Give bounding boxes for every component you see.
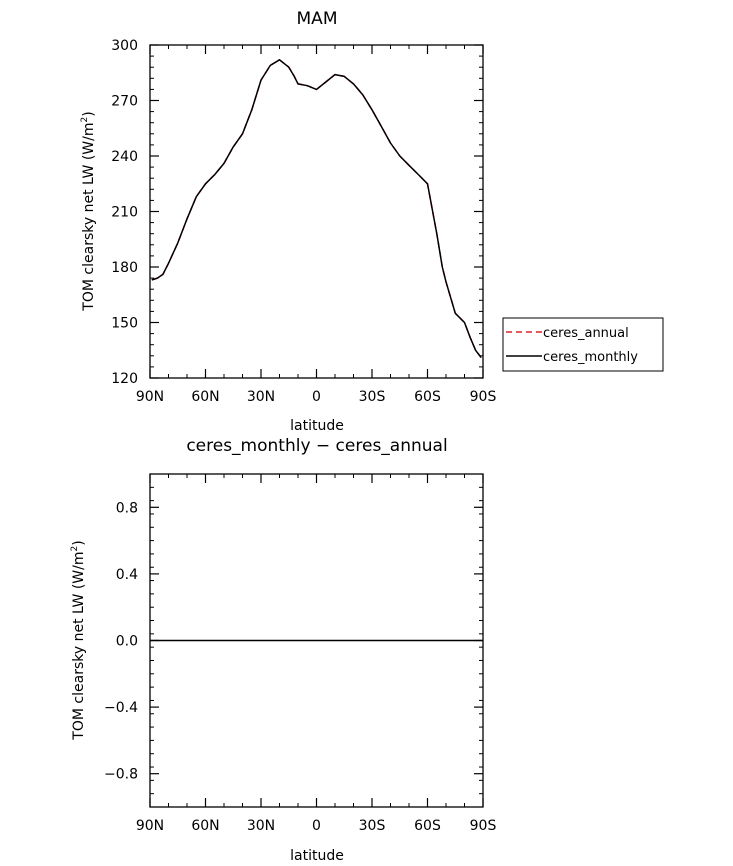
bottom-y-axis-label-sup: 2 — [70, 546, 80, 552]
bottom-y-tick-labels: −0.8 −0.4 0.0 0.4 0.8 — [104, 500, 138, 782]
bottom-plot-frame — [149, 473, 484, 808]
top-y-tick-labels: 120 150 180 210 240 270 300 — [111, 38, 138, 387]
top-y-axis-label-sup: 2 — [80, 117, 90, 123]
top-x-tick-labels: 90N 60N 30N 0 30S 60S 90S — [136, 389, 497, 405]
top-x-tick-label: 60N — [191, 389, 219, 405]
bottom-x-tick-label: 30N — [247, 818, 275, 834]
legend-label-ceres-annual: ceres_annual — [543, 326, 629, 341]
top-series-group — [151, 59, 482, 359]
bottom-x-axis-label: latitude — [290, 848, 344, 864]
bottom-x-tick-labels: 90N 60N 30N 0 30S 60S 90S — [136, 818, 497, 834]
top-y-tick-label: 120 — [111, 371, 138, 387]
legend-label-ceres-monthly: ceres_monthly — [543, 350, 638, 365]
top-x-tick-label: 30N — [247, 389, 275, 405]
bottom-y-tick-label: −0.8 — [104, 767, 138, 783]
top-y-tick-label: 150 — [111, 316, 138, 332]
bottom-x-tick-label: 90S — [470, 818, 497, 834]
top-x-tick-label: 90N — [136, 389, 164, 405]
bottom-minor-ticks — [150, 473, 483, 808]
top-y-tick-label: 240 — [111, 149, 138, 165]
top-y-tick-label: 210 — [111, 205, 138, 221]
top-x-tick-label: 30S — [359, 389, 386, 405]
top-y-axis-label-close: ) — [81, 111, 97, 116]
top-y-axis-label-main: TOM clearsky net LW (W/m — [81, 123, 97, 312]
top-y-axis-label: TOM clearsky net LW (W/m2) — [80, 111, 97, 311]
top-x-axis-label: latitude — [290, 418, 344, 434]
legend: ceres_annual ceres_monthly — [502, 317, 664, 372]
bottom-x-tick-label: 90N — [136, 818, 164, 834]
bottom-y-axis-label: TOM clearsky net LW (W/m2) — [70, 540, 87, 740]
bottom-y-axis-label-close: ) — [71, 540, 87, 545]
bottom-chart-panel: ceres_monthly − ceres_annual −0.8 −0.4 0.0… — [70, 436, 496, 864]
top-chart-panel: MAM 120 150 180 210 240 270 300 90N 60N 30N 0 30S 6… — [80, 9, 664, 434]
bottom-y-tick-label: −0.4 — [104, 700, 138, 716]
top-chart-title: MAM — [297, 9, 338, 29]
bottom-y-tick-label: 0.8 — [116, 500, 138, 516]
top-plot-frame — [149, 44, 484, 379]
top-minor-ticks — [150, 45, 483, 378]
bottom-y-axis-label-main: TOM clearsky net LW (W/m — [71, 552, 87, 741]
legend-box — [502, 317, 664, 372]
bottom-x-tick-label: 60S — [414, 818, 441, 834]
bottom-y-tick-label: 0.0 — [116, 634, 138, 650]
top-y-tick-label: 270 — [111, 94, 138, 110]
bottom-x-tick-label: 60N — [191, 818, 219, 834]
bottom-y-tick-label: 0.4 — [116, 567, 138, 583]
bottom-x-tick-label: 0 — [312, 818, 321, 834]
top-x-tick-label: 60S — [414, 389, 441, 405]
top-series-line-ceres-monthly — [151, 59, 482, 359]
top-x-tick-label: 90S — [470, 389, 497, 405]
bottom-chart-title: ceres_monthly − ceres_annual — [186, 436, 447, 456]
top-y-tick-label: 300 — [111, 38, 138, 54]
bottom-x-tick-label: 30S — [359, 818, 386, 834]
top-x-tick-label: 0 — [312, 389, 321, 405]
top-y-tick-label: 180 — [111, 260, 138, 276]
